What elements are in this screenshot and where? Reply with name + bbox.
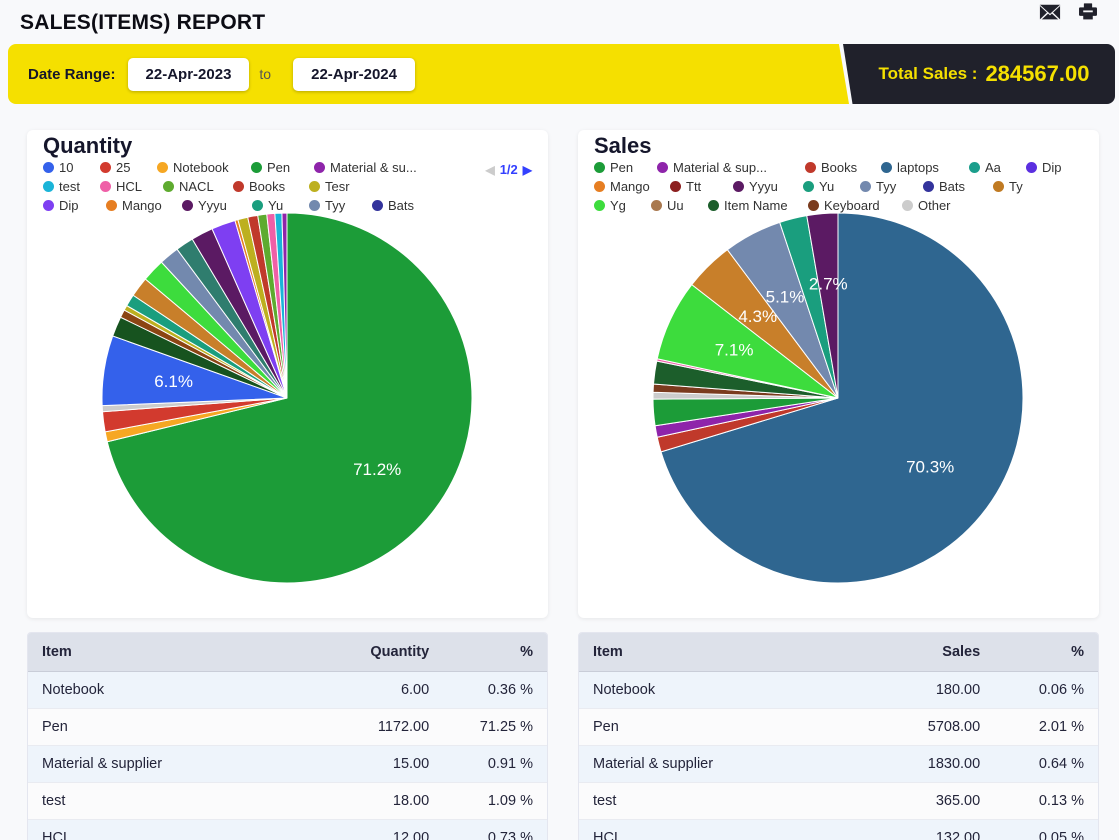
svg-text:2.7%: 2.7% [809,275,848,294]
svg-text:5.1%: 5.1% [766,287,805,306]
svg-text:7.1%: 7.1% [715,340,754,359]
svg-text:71.2%: 71.2% [353,460,401,479]
svg-text:70.3%: 70.3% [906,457,954,476]
svg-text:4.3%: 4.3% [738,307,777,326]
svg-text:6.1%: 6.1% [154,372,193,391]
